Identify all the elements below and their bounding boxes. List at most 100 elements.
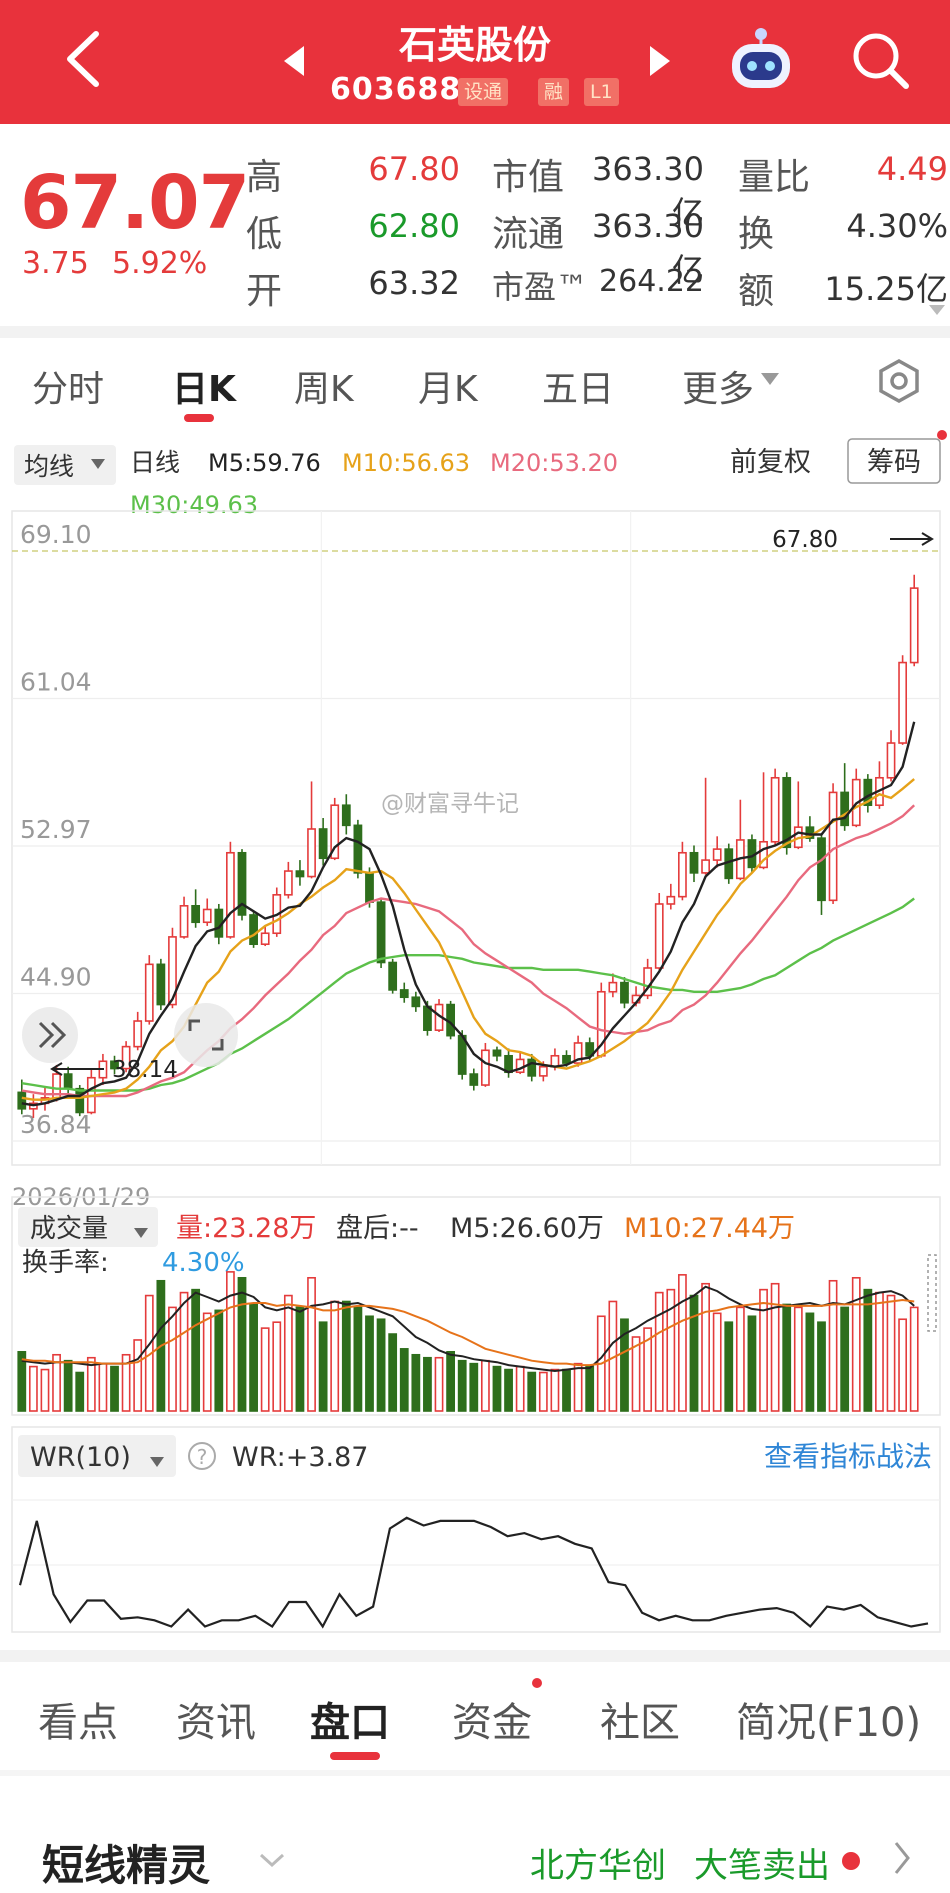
triangle-left-icon[interactable] [282,44,306,78]
caret-down-icon [91,459,105,469]
wr-panel-frame [11,1426,941,1633]
last-price: 67.07 [20,160,250,246]
volume-bar [226,1271,235,1412]
tab-order-book[interactable]: 盘口 [310,1700,390,1746]
notification-dot [532,1678,542,1688]
volume-bar [52,1353,61,1412]
candle-body [249,914,258,946]
open-value: 63.32 [368,264,460,302]
volume-bar [712,1312,722,1412]
tab-more[interactable]: 更多 [682,369,755,410]
status-dot [842,1852,860,1870]
volume-bar [550,1368,560,1412]
amount-value: 15.25亿 [824,270,948,308]
candle-body [469,1073,479,1086]
question-circle-icon[interactable] [188,1442,216,1470]
y-tick-label: 61.04 [20,668,92,697]
triangle-right-icon[interactable] [648,44,672,78]
tab-five-day[interactable]: 五日 [542,369,615,410]
stock-code: 603688 [330,72,462,107]
candle-body [237,851,247,916]
candle-body [283,870,293,896]
signal-stock[interactable]: 北方华创 [530,1846,666,1886]
fullscreen-icon [188,1019,224,1051]
chevron-right-icon[interactable] [892,1840,912,1876]
candle-body [678,851,687,898]
candle-body [620,981,629,1004]
kline-chart[interactable]: 均线 日线 M5:59.76 M10:56.63 M20:53.20 M30:49.63 前… [0,425,950,1640]
signal-type: 大笔卖出 [694,1846,830,1886]
tab-highlights[interactable]: 看点 [38,1700,118,1746]
candle-body [817,837,826,902]
pe-label: 市盈™ [492,268,589,306]
candle-body [666,895,676,905]
expand-down-icon[interactable] [928,304,946,316]
tab-community[interactable]: 社区 [600,1700,680,1746]
caret-down-icon [134,1228,148,1238]
float-cap-label: 流通 [492,214,565,255]
series-label: 日线 [130,448,180,477]
wr-selector[interactable] [18,1435,176,1477]
volume-bar [40,1368,50,1412]
candle-body [295,870,305,878]
chip-button[interactable] [847,438,941,484]
double-chevron-icon [38,1021,55,1049]
volume-bar [527,1371,537,1412]
y-tick-label: 36.84 [20,1110,92,1139]
volume-bar [573,1362,583,1412]
volume-bar [504,1368,513,1412]
candle-body [562,1054,571,1064]
candle-body [898,661,908,744]
tab-monthly-k[interactable]: 月K [418,369,478,410]
wr-selector-label: WR(10) [30,1442,131,1473]
ma-legend-m20: M20:53.20 [490,449,618,477]
candle-body [782,776,792,849]
volume-bar [399,1348,409,1412]
tab-daily-k[interactable]: 日K [172,369,236,410]
volume-ma10-line [21,1298,915,1367]
volume-bar [237,1276,247,1412]
turnover-value: 4.30% [846,207,948,245]
tab-intraday[interactable]: 分时 [32,369,105,410]
chevron-left-icon[interactable] [60,28,104,90]
candle-body [411,996,421,1008]
price-change-pct: 5.92% [112,246,208,281]
open-label: 开 [246,271,283,312]
candle-body [840,791,850,827]
candle-body [770,776,780,843]
volume-bar [666,1288,676,1412]
robot-icon[interactable] [726,24,796,94]
candle-body [63,1073,73,1090]
volume-bar [121,1353,131,1412]
volume-bar [538,1371,548,1412]
volume-bar [434,1356,444,1412]
search-icon[interactable] [850,30,912,92]
turnover-rate-label: 换手率: [22,1248,109,1278]
volume-bar [678,1274,687,1412]
high-value: 67.80 [368,150,460,188]
candle-body [202,908,212,924]
ma-selector[interactable] [14,445,116,485]
candle-body [376,901,386,964]
volume-bar [747,1315,757,1412]
turnover-label: 换 [738,214,775,255]
indicator-strategy-link[interactable]: 查看指标战法 [764,1440,932,1473]
settings-icon[interactable] [876,358,922,404]
tab-news[interactable]: 资讯 [176,1700,256,1746]
tab-weekly-k[interactable]: 周K [294,369,354,410]
tab-funds[interactable]: 资金 [452,1700,532,1746]
volume-bar [376,1318,386,1412]
tab-f10[interactable]: 简况(F10) [736,1700,922,1746]
fullscreen-button[interactable] [174,1003,238,1067]
candle-body [538,1065,548,1077]
candle-body [341,804,351,827]
candle-body [353,824,363,874]
chevron-down-icon[interactable] [258,1852,286,1868]
volume-selector[interactable] [18,1207,158,1247]
volume-bar [63,1359,73,1412]
volume-bar [202,1312,212,1412]
volume-bar [260,1327,270,1412]
volume-bar [423,1356,432,1412]
volume-bar [295,1306,305,1412]
candle-body [318,828,328,860]
